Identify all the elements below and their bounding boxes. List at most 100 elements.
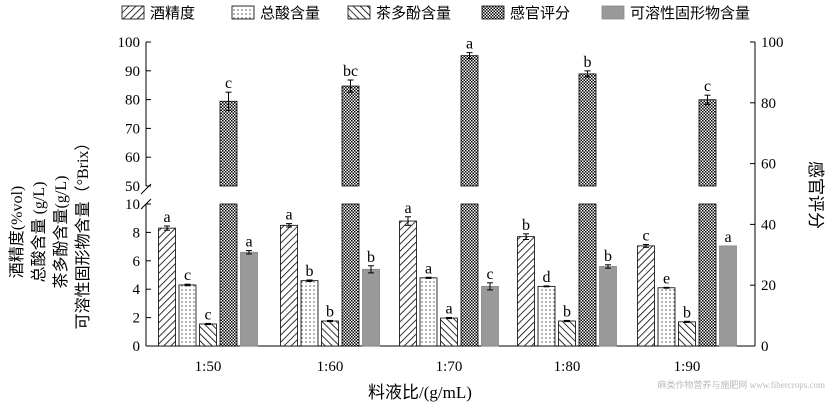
- bar-sensory-upper: [219, 100, 238, 187]
- bar: [199, 323, 217, 347]
- bar-sensory-upper: [578, 73, 597, 187]
- significance-letter: c: [704, 78, 711, 95]
- y-tick-label: 60: [125, 150, 140, 166]
- y-tick-label: 100: [118, 35, 141, 51]
- left-axis-label: 可溶性固形物含量（°Brix）: [74, 135, 92, 330]
- y-tick-label: 2: [133, 311, 141, 327]
- bar: [158, 227, 176, 347]
- left-axis-label: 茶多酚含量(g/L): [52, 176, 70, 289]
- bar: [178, 284, 197, 347]
- significance-letter: c: [184, 267, 191, 284]
- significance-letter: a: [163, 209, 170, 226]
- x-tick-label: 1:50: [195, 359, 222, 375]
- significance-letter: a: [245, 234, 252, 251]
- significance-letter: a: [466, 36, 473, 53]
- significance-letter: c: [225, 75, 232, 92]
- y-tick-label: 50: [125, 179, 140, 195]
- right-tick-label: 40: [761, 217, 776, 233]
- legend-swatch: [481, 5, 505, 20]
- legend-swatch: [121, 5, 145, 20]
- bar-sensory-upper: [460, 55, 479, 187]
- legend-label: 茶多酚含量: [376, 5, 451, 22]
- significance-letter: b: [326, 303, 334, 320]
- y-tick-label: 80: [125, 93, 140, 109]
- bar: [240, 251, 258, 347]
- bar: [321, 320, 339, 347]
- right-tick-label: 0: [761, 339, 769, 355]
- bar: [481, 285, 499, 347]
- significance-letter: b: [563, 303, 571, 320]
- bar: [399, 220, 417, 347]
- watermark: 麻类作物营养与施肥网 www.fibercrops.com: [657, 379, 825, 390]
- bar: [637, 245, 655, 347]
- left-axis-labels: 酒精度(%vol) 总酸含量 (g/L) 茶多酚含量(g/L) 可溶性固形物含量（°B…: [8, 135, 92, 330]
- left-axis-label: 酒精度(%vol): [8, 186, 26, 278]
- x-tick-label: 1:80: [554, 359, 581, 375]
- legend-label: 可溶性固形物含量: [630, 5, 750, 22]
- significance-letter: a: [285, 207, 292, 224]
- bar: [419, 277, 438, 347]
- x-axis-label: 料液比/(g/mL): [368, 383, 472, 402]
- y-tick-label: 6: [133, 254, 141, 270]
- bar: [599, 266, 617, 347]
- right-tick-label: 60: [761, 157, 776, 173]
- bar-sensory-lower: [219, 203, 238, 347]
- significance-letter: a: [425, 260, 432, 277]
- x-tick-label: 1:90: [674, 359, 701, 375]
- bar-sensory-lower: [341, 203, 360, 347]
- significance-letter: b: [683, 304, 691, 321]
- significance-letter: a: [404, 200, 411, 217]
- significance-letter: c: [642, 227, 649, 244]
- bar-sensory-lower: [578, 203, 597, 347]
- bar-sensory-upper: [341, 85, 360, 187]
- right-axis-label: 感官评分: [806, 161, 825, 229]
- bar-sensory-lower: [698, 203, 717, 347]
- bar: [300, 280, 319, 347]
- bar: [537, 285, 556, 347]
- significance-letter: b: [584, 54, 592, 71]
- bar: [678, 321, 696, 347]
- significance-letter: e: [663, 270, 670, 287]
- significance-letter: a: [445, 300, 452, 317]
- bars: 1:50accca1:60abbbcb1:70aaaac1:80bdbbb1:9…: [158, 36, 737, 375]
- right-tick-label: 100: [761, 35, 784, 51]
- legend-label: 酒精度: [150, 5, 195, 22]
- significance-letter: b: [522, 217, 530, 234]
- y-tick-label: 90: [125, 64, 140, 80]
- y-tick-label: 10: [125, 197, 140, 213]
- significance-letter: b: [367, 249, 375, 266]
- y-tick-label: 8: [133, 225, 141, 241]
- bar: [362, 268, 380, 347]
- significance-letter: c: [486, 266, 493, 283]
- y-tick-label: 70: [125, 121, 140, 137]
- legend-swatch: [347, 5, 371, 20]
- bar: [517, 236, 535, 347]
- legend-label: 总酸含量: [260, 5, 320, 22]
- right-tick-label: 20: [761, 278, 776, 294]
- bar: [440, 317, 458, 347]
- right-tick-label: 80: [761, 96, 776, 112]
- legend: 酒精度 总酸含量 茶多酚含量 感官评分 可溶性固形物含量: [121, 5, 750, 22]
- x-tick-label: 1:70: [436, 359, 463, 375]
- legend-swatch: [601, 5, 625, 20]
- left-axis-label: 总酸含量 (g/L): [30, 182, 48, 283]
- bar: [280, 224, 298, 347]
- bar: [558, 320, 576, 347]
- bar: [719, 245, 737, 347]
- bar: [657, 287, 676, 347]
- bar-sensory-lower: [460, 203, 479, 347]
- bar-sensory-upper: [698, 99, 717, 187]
- y-tick-label: 0: [133, 339, 141, 355]
- significance-letter: c: [204, 306, 211, 323]
- significance-letter: bc: [343, 63, 358, 80]
- x-tick-label: 1:60: [317, 359, 344, 375]
- y-tick-label: 4: [133, 282, 141, 298]
- significance-letter: d: [543, 269, 551, 286]
- significance-letter: a: [724, 229, 731, 246]
- significance-letter: b: [604, 248, 612, 265]
- significance-letter: b: [306, 263, 314, 280]
- legend-label: 感官评分: [510, 5, 570, 22]
- legend-swatch: [231, 5, 255, 20]
